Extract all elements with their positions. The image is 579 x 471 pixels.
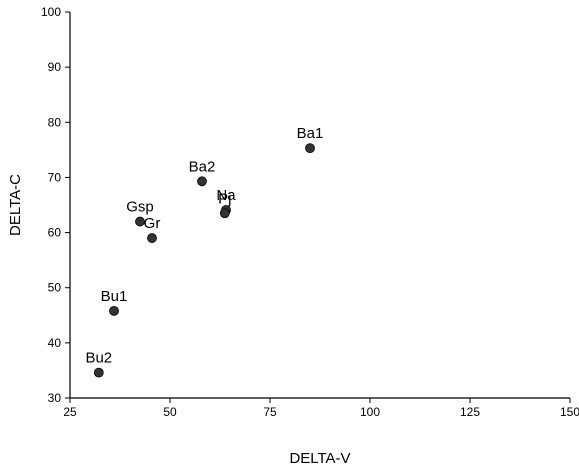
data-point: [93, 367, 104, 378]
y-tick-label: 50: [48, 281, 62, 295]
data-point: [197, 176, 207, 187]
data-point: [219, 208, 230, 219]
x-ticks: 25 50 75 100 125 150: [63, 398, 579, 419]
x-tick-label: 25: [63, 405, 77, 419]
x-axis-title: DELTA-V: [289, 450, 350, 467]
data-point: [135, 216, 145, 227]
point-label: Pj: [218, 190, 231, 207]
x-tick-label: 150: [560, 405, 579, 419]
y-tick-label: 90: [48, 60, 62, 74]
data-point: [305, 143, 315, 154]
data-point: [147, 233, 157, 243]
x-tick-label: 75: [263, 405, 277, 419]
y-tick-label: 80: [48, 115, 62, 129]
x-tick-label: 100: [360, 405, 380, 419]
y-ticks: 30 40 50 60 70 80 90 100: [41, 5, 70, 405]
point-label: Na: [216, 187, 236, 204]
point-label: Ba1: [297, 125, 324, 142]
point-label: Bu1: [101, 288, 128, 305]
y-tick-label: 60: [48, 226, 62, 240]
data-point: [109, 305, 119, 316]
y-axis-title: DELTA-C: [7, 174, 24, 236]
y-tick-label: 40: [48, 336, 62, 350]
plot-area: [69, 12, 570, 399]
point-label: Ba2: [189, 158, 216, 175]
x-tick-label: 50: [163, 405, 177, 419]
point-label: Gr: [144, 215, 161, 232]
point-label: Gsp: [126, 199, 154, 216]
y-tick-label: 70: [48, 170, 62, 184]
y-tick-label: 30: [48, 391, 62, 405]
point-label: Bu2: [85, 350, 112, 367]
y-tick-label: 100: [41, 5, 61, 19]
x-tick-label: 125: [460, 405, 480, 419]
